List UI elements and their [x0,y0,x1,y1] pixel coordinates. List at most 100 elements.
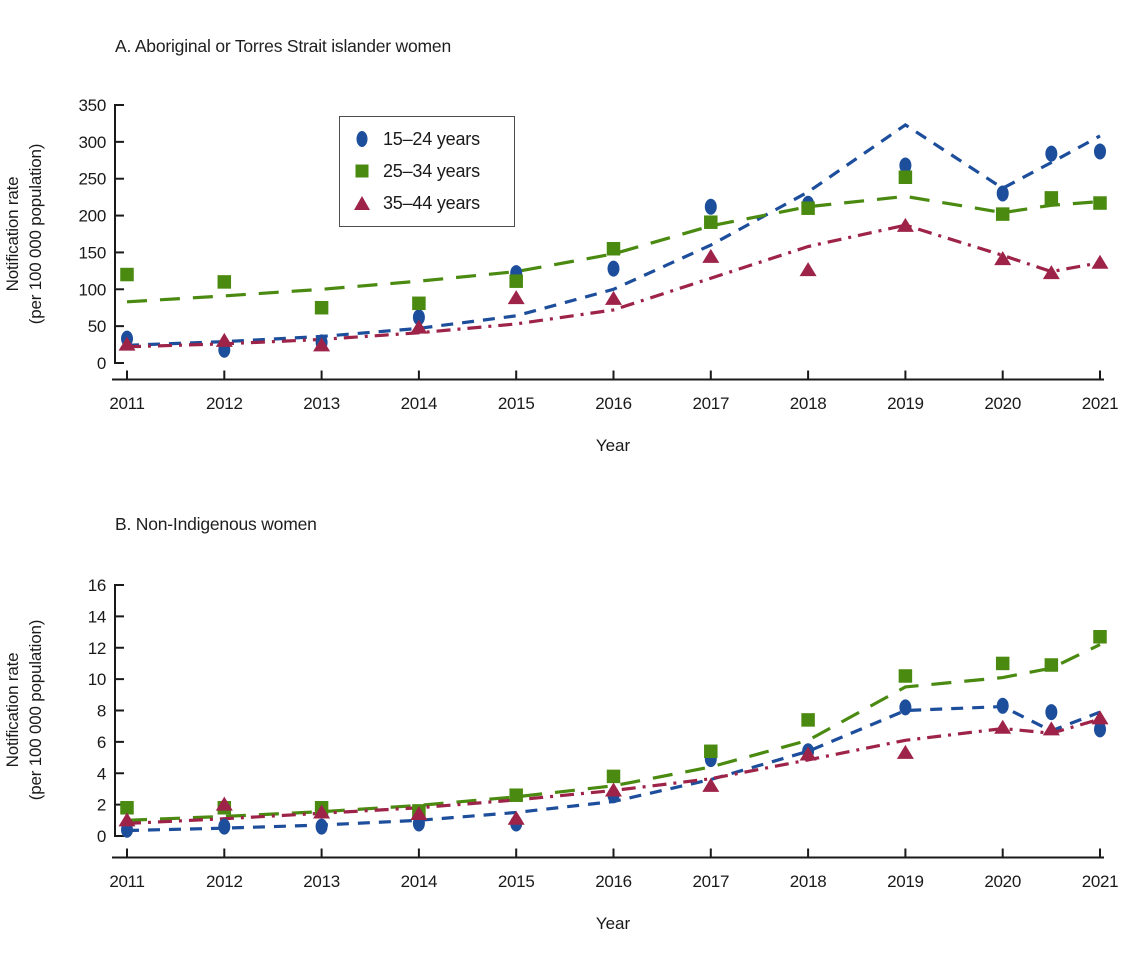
data-point-triangle [507,810,525,825]
trend-line-square [126,194,1101,304]
trend-line-triangle [126,223,1101,349]
data-point-triangle [118,812,136,827]
y-tick-label: 12 [88,639,106,658]
data-point-triangle [896,217,914,232]
legend-item-35-44: 35–44 years [350,189,514,219]
legend: 15–24 years 25–34 years 35–44 years [339,116,515,227]
data-point-square [120,267,134,282]
legend-item-25-34: 25–34 years [350,156,514,186]
data-point-square [801,201,815,215]
x-tick-label: 2018 [789,872,827,891]
y-tick-label: 150 [79,243,106,262]
data-point-triangle [215,332,233,347]
panel-a-y-axis-label-line1: Notification rate [3,176,22,292]
data-point-circle [1094,143,1106,160]
x-tick-label: 2014 [400,872,438,891]
x-tick-label: 2020 [984,872,1021,891]
y-tick-label: 300 [79,133,106,152]
x-tick-label: 2021 [1081,394,1119,413]
data-point-square [1044,191,1059,205]
y-tick-label: 0 [97,354,106,373]
data-point-triangle [410,319,428,334]
panel-a-x-axis-label: Year [595,436,631,455]
trend-line-square [126,643,1101,822]
data-point-triangle [896,744,914,759]
data-point-triangle [1091,254,1109,269]
data-point-circle [996,697,1009,714]
data-point-triangle [1091,710,1109,725]
data-point-circle [1045,145,1058,162]
data-point-square [412,296,426,311]
panel-b-title: B. Non-Indigenous women [115,514,317,534]
y-tick-label: 10 [88,670,106,689]
data-point-triangle [410,806,428,821]
data-point-square [1093,630,1107,644]
trend-line-circle [126,704,1101,833]
y-tick-label: 16 [88,576,106,595]
triangle-marker-icon [354,195,370,210]
data-point-triangle [118,336,136,351]
data-point-square [704,215,718,229]
data-point-circle [315,818,328,835]
panel-b-y-axis-label-line1: Notification rate [3,652,22,768]
panel-a-title: A. Aboriginal or Torres Strait islander … [115,36,451,56]
legend-label-15-24: 15–24 years [383,128,480,149]
panel-a-x-tick-labels: 2011 2012 2013 2014 2015 2016 2017 2018 2019 2020… [0,394,1137,418]
data-point-square [314,300,329,315]
x-tick-label: 2018 [789,394,827,413]
y-tick-label: 8 [97,702,106,721]
x-tick-label: 2016 [595,394,632,413]
data-point-circle [607,260,620,277]
data-point-square [898,170,913,184]
y-tick-label: 4 [97,764,106,783]
data-point-triangle [605,782,622,797]
data-point-triangle [799,746,817,761]
legend-label-35-44: 35–44 years [383,193,480,214]
x-tick-label: 2016 [595,872,632,891]
data-point-triangle [702,248,720,263]
data-point-square [509,788,523,802]
x-tick-label: 2013 [303,872,340,891]
data-point-circle [218,818,231,835]
x-tick-label: 2014 [400,394,438,413]
x-tick-label: 2021 [1081,872,1119,891]
x-tick-label: 2017 [692,394,730,413]
data-point-square [217,275,232,289]
y-tick-label: 100 [79,280,106,299]
data-point-square [606,241,621,256]
data-point-square [509,274,523,288]
x-tick-label: 2020 [984,394,1021,413]
trend-line-triangle [126,717,1101,826]
data-point-circle [899,699,912,716]
panel-b-x-axis-label: Year [595,914,631,933]
data-point-triangle [702,777,720,792]
data-point-square [898,669,913,683]
data-point-square [995,656,1010,671]
panel-b-x-tick-labels: 2011 2012 2013 2014 2015 2016 2017 2018 2019 2020… [0,872,1137,896]
panel-b-y-axis-label-line2: (per 100 000 population) [26,619,45,801]
data-point-square [995,207,1010,221]
data-point-triangle [994,251,1012,266]
x-tick-label: 2019 [887,872,924,891]
data-point-triangle [313,337,331,352]
data-point-triangle [1042,265,1060,280]
x-tick-label: 2019 [887,394,924,413]
circle-marker-icon [356,131,368,148]
legend-label-25-34: 25–34 years [383,160,480,181]
x-tick-label: 2017 [692,872,730,891]
data-point-square [120,801,134,815]
data-point-triangle [994,719,1012,734]
panel-b-group: 0 2 4 6 8 10 12 14 16 [88,576,1109,859]
y-tick-label: 200 [79,207,106,226]
data-point-square [704,744,718,759]
x-tick-label: 2012 [205,394,243,413]
data-point-circle [412,309,425,326]
data-point-square [801,713,815,727]
panel-a-group: 0 50 100 150 200 250 300 350 [79,96,1109,381]
square-glyph [355,164,369,178]
data-point-circle [704,198,717,215]
data-point-triangle [507,290,525,305]
data-point-circle [1045,704,1058,721]
y-tick-label: 2 [97,796,106,815]
